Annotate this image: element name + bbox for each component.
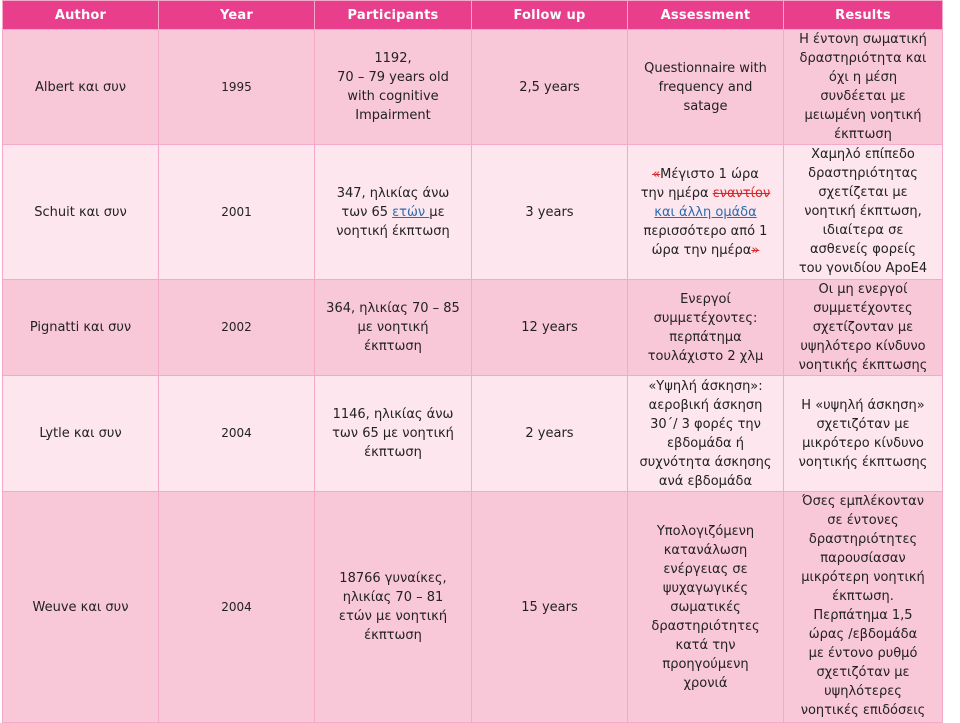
header-author: Author <box>2 0 159 30</box>
cell-followup: 3 years <box>471 144 628 280</box>
table-row: Schuit και συν 2001 347, ηλικίας άνω των… <box>2 144 943 280</box>
table-row: Pignatti και συν 2002 364, ηλικίας 70 – … <box>2 279 943 376</box>
cell-assessment: «Μέγιστο 1 ώρα την ημέρα εναντίον και άλ… <box>627 144 784 280</box>
participants-link[interactable]: ετών <box>392 204 430 220</box>
header-followup: Follow up <box>471 0 628 30</box>
cell-results: Όσες εμπλέκονταν σε έντονες δραστηριότητ… <box>783 491 943 723</box>
cell-year: 2001 <box>158 144 315 280</box>
cell-participants: 1146, ηλικίας άνω των 65 με νοητική έκπτ… <box>314 375 472 492</box>
cell-year: 2004 <box>158 491 315 723</box>
cell-followup: 2,5 years <box>471 29 628 145</box>
cell-assessment: Υπολογιζόμενη κατανάλωση ενέργειας σε ψυ… <box>627 491 784 723</box>
header-assessment: Assessment <box>627 0 784 30</box>
cell-results: Οι μη ενεργοί συμμετέχοντες σχετίζονταν … <box>783 279 943 376</box>
header-results: Results <box>783 0 943 30</box>
cell-participants: 347, ηλικίας άνω των 65 ετών με νοητική … <box>314 144 472 280</box>
cell-results: Η έντονη σωματική δραστηριότητα και όχι … <box>783 29 943 145</box>
cell-assessment: Ενεργοί συμμετέχοντες: περπάτημα τουλάχι… <box>627 279 784 376</box>
cell-year: 1995 <box>158 29 315 145</box>
table-row: Weuve και συν 2004 18766 γυναίκες, ηλικί… <box>2 491 943 723</box>
cell-author: Albert και συν <box>2 29 159 145</box>
cell-author: Schuit και συν <box>2 144 159 280</box>
cell-followup: 15 years <box>471 491 628 723</box>
table-row: Albert και συν 1995 1192, 70 – 79 years … <box>2 29 943 145</box>
cell-author: Weuve και συν <box>2 491 159 723</box>
deleted-quote-open: « <box>652 166 661 182</box>
header-participants: Participants <box>314 0 472 30</box>
cell-followup: 2 years <box>471 375 628 492</box>
header-row: Author Year Participants Follow up Asses… <box>2 0 943 30</box>
cell-author: Pignatti και συν <box>2 279 159 376</box>
cell-results: Χαμηλό επίπεδο δραστηριότητας σχετίζεται… <box>783 144 943 280</box>
cell-assessment: Questionnaire with frequency and satage <box>627 29 784 145</box>
cell-assessment: «Υψηλή άσκηση»: αεροβική άσκηση 30΄/ 3 φ… <box>627 375 784 492</box>
header-year: Year <box>158 0 315 30</box>
deleted-quote-close: » <box>751 242 760 258</box>
table-row: Lytle και συν 2004 1146, ηλικίας άνω των… <box>2 375 943 492</box>
cell-participants: 1192, 70 – 79 years old with cognitive I… <box>314 29 472 145</box>
assessment-link[interactable]: και άλλη ομάδα <box>654 204 757 220</box>
cell-author: Lytle και συν <box>2 375 159 492</box>
cell-results: Η «υψηλή άσκηση» σχετιζόταν με μικρότερο… <box>783 375 943 492</box>
cell-followup: 12 years <box>471 279 628 376</box>
cell-participants: 364, ηλικίας 70 – 85 με νοητική έκπτωση <box>314 279 472 376</box>
deleted-text: εναντίον <box>712 185 771 201</box>
cell-participants: 18766 γυναίκες, ηλικίας 70 – 81 ετών με … <box>314 491 472 723</box>
cell-year: 2002 <box>158 279 315 376</box>
cell-year: 2004 <box>158 375 315 492</box>
